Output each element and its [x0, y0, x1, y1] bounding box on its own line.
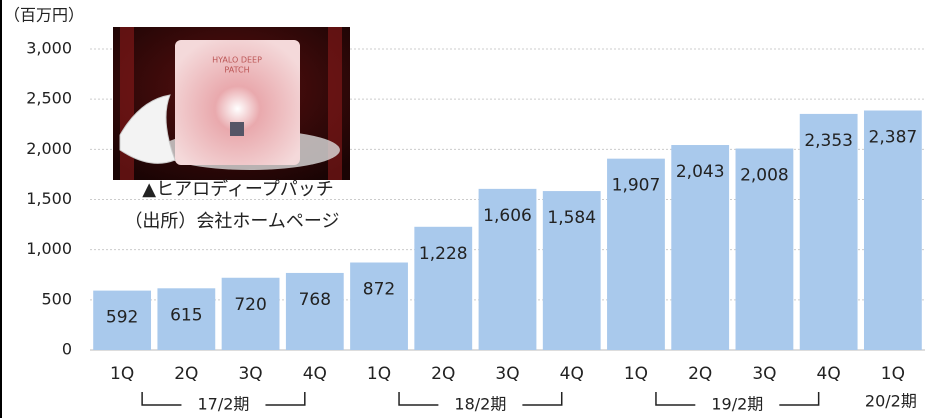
- value-label: 1,584: [547, 208, 596, 228]
- y-tick-label: 0: [62, 340, 72, 359]
- x-tick-label: 1Q: [367, 364, 391, 384]
- y-tick-label: 3,000: [26, 39, 72, 58]
- x-tick-label: 1Q: [624, 364, 648, 384]
- group-label: 17/2期: [197, 395, 249, 414]
- image-caption: （出所）会社ホームページ: [124, 211, 339, 232]
- chart: （百万円） 0 500 1,000 1,500 2,000 2,500 3,000 1Q 592…: [0, 0, 940, 418]
- x-tick-label: 4Q: [560, 364, 584, 384]
- value-label: 768: [299, 290, 331, 310]
- value-label: 592: [106, 308, 138, 328]
- svg-text:PATCH: PATCH: [224, 66, 249, 75]
- x-tick-label: 2Q: [688, 364, 712, 384]
- value-label: 1,907: [612, 176, 661, 196]
- x-tick-label: 3Q: [752, 364, 776, 384]
- image-caption: ▲ヒアロディープパッチ: [142, 179, 334, 200]
- y-tick-label: 500: [41, 289, 72, 308]
- y-tick-label: 1,000: [26, 239, 72, 258]
- x-tick-label: 4Q: [817, 364, 841, 384]
- value-label: 615: [170, 305, 202, 325]
- value-label: 1,228: [419, 244, 468, 264]
- value-label: 1,606: [483, 206, 532, 226]
- x-tick-label: 1Q: [110, 364, 134, 384]
- y-tick-label: 2,500: [26, 89, 72, 108]
- bar: [286, 273, 344, 350]
- y-tick-label: 2,000: [26, 139, 72, 158]
- group-label: 20/2期: [865, 392, 917, 411]
- value-label: 2,043: [676, 162, 725, 182]
- value-label: 872: [363, 280, 395, 300]
- group-label: 18/2期: [454, 395, 506, 414]
- bar: [350, 263, 408, 350]
- y-tick-label: 1,500: [26, 189, 72, 208]
- group-label: 19/2期: [711, 395, 763, 414]
- unit-label: （百万円）: [4, 6, 84, 25]
- x-tick-label: 2Q: [174, 364, 198, 384]
- product-photo: HYALO DEEP PATCH: [113, 27, 350, 180]
- x-tick-label: 4Q: [303, 364, 327, 384]
- svg-text:HYALO DEEP: HYALO DEEP: [212, 56, 262, 65]
- x-tick-label: 1Q: [881, 364, 905, 384]
- value-label: 2,353: [804, 131, 853, 151]
- x-tick-label: 3Q: [238, 364, 262, 384]
- value-label: 2,387: [869, 128, 918, 148]
- value-label: 720: [234, 295, 266, 315]
- x-tick-label: 2Q: [431, 364, 455, 384]
- value-label: 2,008: [740, 166, 789, 186]
- x-tick-label: 3Q: [495, 364, 519, 384]
